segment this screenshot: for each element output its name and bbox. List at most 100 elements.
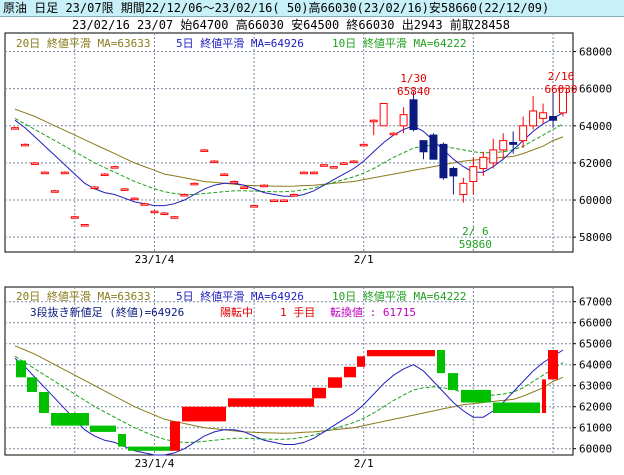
candle-body <box>140 203 149 206</box>
candle-body <box>110 166 119 169</box>
y-tick-label-5: 68000 <box>579 46 612 59</box>
renko-ma10-line <box>14 355 564 443</box>
candle-body <box>399 114 408 127</box>
annotation-date-1: 2/16 <box>548 70 575 83</box>
candle <box>329 165 338 169</box>
bottom-legend-2: 10日 終値平滑 MA=64222 <box>332 289 466 303</box>
candle <box>30 161 39 165</box>
renko-brick <box>328 377 342 388</box>
candle <box>539 103 548 124</box>
candle-body <box>469 166 478 182</box>
candle-body <box>80 224 89 227</box>
renko-prefix: 3段抜き新値足 (終値)=64926 <box>30 305 184 319</box>
renko-y-tick-label-3: 63000 <box>579 380 612 393</box>
candle <box>549 92 558 128</box>
candle-body <box>270 199 279 203</box>
renko-brick <box>27 377 37 392</box>
renko-brick <box>548 350 558 380</box>
candle-body <box>250 205 259 208</box>
candle <box>90 186 99 190</box>
annotation-date-0: 1/30 <box>400 72 427 85</box>
candle-body <box>210 160 219 164</box>
candle-body <box>240 186 249 190</box>
renko-status: 陽転中 <box>220 306 253 319</box>
candle <box>110 165 119 169</box>
candle <box>519 116 528 149</box>
candle <box>369 119 378 136</box>
candle <box>20 143 29 147</box>
renko-ma20-line <box>14 345 564 434</box>
candle-body <box>539 112 548 119</box>
candle <box>280 199 289 203</box>
renko-brick <box>16 360 26 378</box>
candle <box>459 177 468 203</box>
candle-body <box>549 116 558 121</box>
top-legend-1: 5日 終値平滑 MA=64926 <box>176 36 304 50</box>
candle <box>349 160 358 164</box>
candle <box>529 96 538 130</box>
renko-brick <box>51 413 89 426</box>
candle-body <box>70 216 79 219</box>
candle <box>100 173 109 177</box>
y-tick-label-3: 64000 <box>579 120 612 133</box>
renko-brick <box>542 379 546 413</box>
candle-body <box>100 173 109 177</box>
header-line1: 原油 日足 23/07限 期間22/12/06～23/02/16( 50)高66… <box>3 1 550 15</box>
candle <box>469 157 478 195</box>
candle <box>11 126 19 130</box>
candle <box>479 151 488 176</box>
candle <box>160 212 169 216</box>
y-tick-label-2: 62000 <box>579 157 612 170</box>
candle-body <box>499 140 508 151</box>
renko-brick <box>367 350 435 357</box>
y-tick-label-0: 58000 <box>579 231 612 244</box>
renko-panel: 60000 61000 62000 63000 64000 65000 66000 67000… <box>4 286 612 470</box>
renko-ma5-line <box>14 349 564 456</box>
x-tick-label-0: 23/1/4 <box>135 253 175 266</box>
candle <box>499 133 508 160</box>
candle-body <box>349 160 358 164</box>
candle-body <box>160 212 169 216</box>
candle-body <box>40 171 49 175</box>
renko-y-tick-label-5: 65000 <box>579 338 612 351</box>
top-legend-0: 20日 終値平滑 MA=63633 <box>16 36 150 50</box>
candle <box>170 215 179 219</box>
candle <box>559 87 567 117</box>
candle-body <box>20 143 29 147</box>
candle-body <box>439 143 448 179</box>
candle <box>230 180 239 184</box>
candle <box>270 199 279 203</box>
candle <box>260 184 269 188</box>
renko-x-tick-label-0: 23/1/4 <box>135 457 175 470</box>
candle-body <box>200 149 209 152</box>
candle <box>299 171 308 175</box>
header-ohlc: 23/02/16 23/07 始64700 高66030 安64500 終660… <box>0 17 624 33</box>
renko-brick <box>128 446 170 451</box>
candle <box>210 160 219 164</box>
candle-body <box>50 190 59 193</box>
candle-body <box>220 173 229 177</box>
candle <box>40 171 49 175</box>
y-tick-label-1: 60000 <box>579 194 612 207</box>
renko-brick <box>357 356 365 367</box>
annotation-value-0: 65840 <box>397 85 430 98</box>
renko-count: 1 手目 <box>280 305 315 319</box>
candle <box>339 161 348 165</box>
candle <box>359 143 368 147</box>
candle-body <box>489 149 498 164</box>
candle-body <box>559 87 567 114</box>
candle <box>240 186 249 190</box>
candle <box>70 215 79 219</box>
candle <box>399 107 408 134</box>
candle-body <box>280 199 289 203</box>
renko-y-tick-label-4: 64000 <box>579 359 612 372</box>
candle <box>200 148 209 152</box>
renko-brick <box>448 373 458 390</box>
candle-body <box>339 162 348 165</box>
renko-brick <box>493 402 540 413</box>
candle-body <box>309 171 318 175</box>
candle <box>120 187 129 191</box>
renko-brick <box>312 387 326 399</box>
annotation-value-2: 59860 <box>459 238 492 251</box>
